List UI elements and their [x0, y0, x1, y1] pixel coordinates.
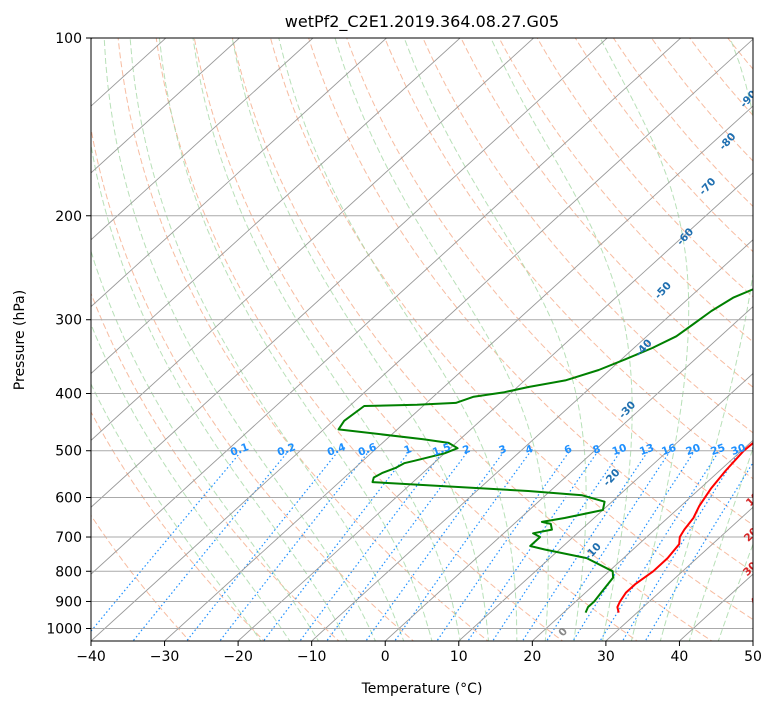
x-tick-label: 50	[744, 649, 762, 665]
dry-adiabat-line	[91, 292, 340, 641]
mixing-ratio-line	[219, 450, 370, 641]
profile-lines	[337, 288, 753, 613]
moist-adiabat-line	[688, 446, 753, 641]
x-tick-label: 10	[450, 649, 468, 665]
dry-adiabat-line	[193, 38, 639, 641]
mixing-ratio-label: 20	[684, 442, 702, 458]
mixing-ratio-label: 16	[660, 442, 678, 458]
x-tick-label: 0	[381, 649, 390, 665]
isotherm-line	[163, 105, 753, 641]
mixing-ratio-label: 2	[461, 443, 472, 457]
isotherm-line	[91, 38, 314, 241]
mixing-ratio-line	[572, 450, 696, 641]
mixing-ratio-line	[185, 450, 340, 641]
dry-adiabat-line	[422, 38, 753, 434]
grid-lines	[91, 38, 753, 641]
mixing-ratio-line	[325, 450, 469, 641]
temperature-profile-line	[616, 441, 753, 613]
dry-adiabat-line	[308, 38, 753, 573]
x-tick-label: −20	[223, 649, 253, 665]
mixing-ratio-line	[299, 450, 445, 641]
y-axis-label: Pressure (hPa)	[12, 290, 28, 390]
isotherm-line	[531, 439, 753, 641]
chart-title: wetPf2_C2E1.2019.364.08.27.G05	[285, 12, 559, 32]
y-tick-label: 1000	[46, 621, 82, 637]
mixing-ratio-label: 8	[591, 443, 602, 457]
y-tick-label: 100	[55, 31, 82, 47]
mixing-ratio-line	[545, 450, 671, 641]
plot-frame	[90, 37, 754, 642]
mixing-ratio-label: 13	[638, 442, 656, 458]
dry-adiabat-label: 40	[748, 590, 767, 609]
mixing-ratio-label: 3	[497, 443, 508, 457]
mixing-ratio-line	[599, 450, 720, 641]
axis-ticks: −40 −30 −20 −10 0 10 20 30 40 5010020030040050060…	[46, 31, 762, 665]
dry-adiabat-label: 20	[742, 526, 761, 545]
isotherm-line	[91, 38, 241, 174]
y-tick-label: 500	[55, 444, 82, 460]
y-tick-label: 800	[55, 564, 82, 580]
isotherm-line	[384, 306, 753, 641]
mixing-ratio-line	[365, 450, 505, 641]
mixing-ratio-line	[436, 450, 571, 641]
x-tick-label: −30	[150, 649, 180, 665]
dry-adiabat-line	[536, 38, 753, 298]
mixing-ratio-line	[393, 450, 532, 641]
mixing-ratio-label: 36	[750, 442, 768, 458]
isotherm-line	[237, 172, 753, 641]
isotherm-line	[91, 38, 535, 442]
mixing-ratio-label: 6	[563, 443, 574, 457]
x-axis-label: Temperature (°C)	[361, 681, 483, 697]
mixing-ratio-label: 1	[402, 443, 413, 457]
y-tick-label: 900	[55, 594, 82, 610]
mixing-ratio-label: 4	[524, 443, 535, 457]
x-tick-label: −10	[297, 649, 327, 665]
isotherm-line	[605, 506, 753, 641]
mixing-ratio-label: 1.5	[431, 441, 453, 459]
moist-adiabat-line	[231, 38, 490, 641]
x-tick-label: 20	[523, 649, 541, 665]
moist-adiabat-line	[599, 38, 690, 641]
dewpoint-profile-line	[337, 288, 753, 613]
mixing-ratio-label: 25	[709, 442, 727, 458]
mixing-ratio-label: 0.1	[229, 441, 251, 459]
moist-adiabat-line	[659, 38, 753, 641]
y-tick-label: 700	[55, 530, 82, 546]
mixing-ratio-label: 10	[611, 442, 629, 458]
x-tick-label: 30	[597, 649, 615, 665]
y-tick-label: 300	[55, 313, 82, 329]
y-tick-label: 200	[55, 209, 82, 225]
mixing-ratio-label: 0.4	[326, 441, 348, 459]
dry-adiabat-line	[346, 38, 753, 526]
x-tick-label: 40	[671, 649, 689, 665]
mixing-ratio-label: 0.2	[276, 441, 298, 459]
moist-adiabat-line	[490, 38, 633, 641]
isotherm-line	[310, 239, 753, 641]
mixing-ratio-label: 0.6	[357, 441, 379, 459]
dry-adiabat-label: 10	[744, 490, 763, 509]
y-tick-label: 400	[55, 387, 82, 403]
isotherm-line	[91, 38, 753, 641]
isotherm-line	[91, 38, 682, 575]
isotherm-line	[458, 372, 753, 641]
moist-adiabat-line	[158, 38, 433, 641]
isotherm-line	[91, 38, 388, 308]
isotherm-line	[91, 38, 608, 508]
dry-adiabat-line	[384, 38, 753, 480]
mixing-ratio-label: 30	[730, 442, 748, 458]
mixing-ratio-line	[521, 450, 649, 641]
dry-adiabat-line	[498, 38, 753, 343]
y-tick-label: 600	[55, 490, 82, 506]
x-tick-label: −40	[76, 649, 106, 665]
mixing-ratio-line	[491, 450, 622, 641]
isotherm-line	[91, 38, 461, 375]
moist-adiabat-line	[91, 382, 262, 641]
moist-adiabat-line	[403, 38, 587, 641]
